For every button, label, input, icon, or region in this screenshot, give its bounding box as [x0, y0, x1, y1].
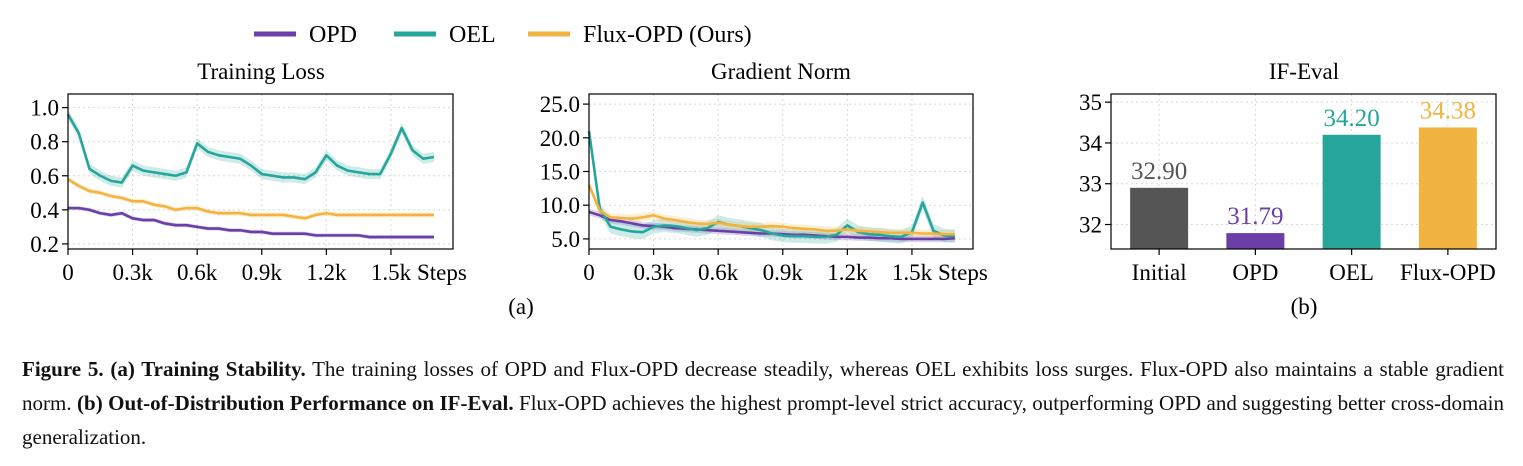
gradient-norm-x-tick-label: 1.2k: [827, 260, 868, 285]
if-eval-y-ticks: 32 33 34 35: [1079, 90, 1111, 238]
if-eval-bars: 32.90 31.79 34.20 34.38: [1130, 97, 1477, 249]
if-eval-x-tick-label-flux-opd: Flux-OPD: [1400, 260, 1496, 285]
if-eval-x-tick-label-opd: OPD: [1232, 260, 1278, 285]
gradient-norm-y-ticks: 5.0 10.0 15.0 20.0 25.0: [540, 92, 589, 252]
caption-figure-label: Figure 5.: [22, 357, 104, 381]
gradient-norm-band-flux-opd-ours: [589, 180, 955, 239]
training-loss-x-tick-label: 0.3k: [112, 260, 153, 285]
legend-label-oel: OEL: [449, 22, 496, 48]
gradient-norm-x-ticks: 0 0.3k 0.6k 0.9k 1.2k 1.5k Steps: [583, 249, 988, 285]
if-eval-x-tick-label-initial: Initial: [1132, 260, 1187, 285]
if-eval-y-tick-label: 35: [1079, 90, 1102, 115]
training-loss-x-tick-label: 0: [62, 260, 74, 285]
if-eval-bar-oel: [1322, 134, 1381, 249]
training-loss-y-tick-label: 0.8: [30, 130, 59, 155]
training-loss-band-oel: [68, 109, 434, 188]
gradient-norm-x-tick-label: 0.3k: [633, 260, 674, 285]
training-loss-x-axis-steps-label: Steps: [417, 260, 467, 285]
figure-caption: Figure 5. (a) Training Stability. The tr…: [22, 352, 1504, 454]
if-eval-bar-opd: [1226, 233, 1285, 249]
figure-canvas: OPD OEL Flux-OPD (Ours) Training Loss 0.…: [30, 22, 1497, 319]
gradient-norm-y-tick-label: 15.0: [540, 160, 580, 185]
gradient-norm-x-tick-label: 1.5k: [892, 260, 933, 285]
training-loss-lines: [66, 113, 435, 239]
if-eval-y-tick-label: 32: [1079, 213, 1102, 238]
panel-label-b: (b): [1291, 294, 1318, 319]
gradient-norm-y-tick-label: 10.0: [540, 193, 580, 218]
gradient-norm-lines: [587, 130, 956, 241]
if-eval-value-label-initial: 32.90: [1131, 158, 1187, 185]
training-loss-y-tick-label: 0.6: [30, 164, 59, 189]
training-loss-grid: [67, 94, 453, 249]
training-loss-y-tick-label: 0.2: [30, 232, 59, 257]
gradient-norm-y-tick-label: 5.0: [551, 227, 580, 252]
training-loss-title: Training Loss: [197, 59, 325, 84]
if-eval-title: IF-Eval: [1269, 59, 1339, 84]
training-loss-x-tick-label: 1.5k: [371, 260, 412, 285]
if-eval-value-label-opd: 31.79: [1227, 203, 1283, 230]
gradient-norm-y-tick-label: 25.0: [540, 92, 580, 117]
if-eval-y-tick-label: 33: [1079, 172, 1102, 197]
if-eval-frame: [1110, 93, 1497, 250]
training-loss-y-ticks: 0.2 0.4 0.6 0.8 1.0: [30, 96, 68, 257]
if-eval-chart: IF-Eval 32.90 31.79 34.20 34.38 32 33 34 35 In…: [1079, 59, 1497, 285]
gradient-norm-x-tick-label: 0.6k: [698, 260, 739, 285]
legend-label-opd: OPD: [309, 22, 357, 48]
training-loss-x-tick-label: 0.6k: [177, 260, 218, 285]
training-loss-y-tick-label: 1.0: [30, 96, 59, 121]
gradient-norm-x-tick-label: 0.9k: [763, 260, 804, 285]
training-loss-line-opd: [68, 206, 434, 239]
gradient-norm-x-axis-steps-label: Steps: [938, 260, 988, 285]
if-eval-x-ticks: Initial OPD OEL Flux-OPD: [1132, 249, 1496, 285]
training-loss-y-tick-label: 0.4: [30, 198, 59, 223]
gradient-norm-title: Gradient Norm: [711, 59, 851, 84]
training-loss-x-tick-label: 1.2k: [306, 260, 347, 285]
training-loss-frame: [67, 93, 454, 250]
training-loss-line-flux-opd-ours: [67, 178, 434, 220]
training-loss-x-tick-label: 0.9k: [242, 260, 283, 285]
training-loss-band-flux-opd-ours: [68, 176, 434, 221]
training-loss-band-opd: [68, 206, 434, 240]
if-eval-value-label-oel: 34.20: [1324, 105, 1380, 132]
if-eval-value-label-flux-opd: 34.38: [1420, 97, 1476, 124]
legend: OPD OEL Flux-OPD (Ours): [254, 22, 752, 48]
caption-part-b-text: Flux-OPD achieves the highest prompt-lev…: [22, 391, 1505, 449]
training-loss-x-ticks: 0 0.3k 0.6k 0.9k 1.2k 1.5k Steps: [62, 249, 467, 285]
gradient-norm-chart: Gradient Norm 5.010.015.020.025.0 0 0.3k 0…: [540, 59, 988, 285]
gradient-norm-y-tick-label: 20.0: [540, 126, 580, 151]
panel-label-a: (a): [508, 294, 534, 319]
caption-part-b-label: (b) Out-of-Distribution Performance on I…: [77, 391, 514, 415]
if-eval-y-tick-label: 34: [1079, 131, 1103, 156]
caption-part-a-text: The training losses of OPD and Flux-OPD …: [22, 357, 1505, 415]
if-eval-x-tick-label-oel: OEL: [1329, 260, 1374, 285]
gradient-norm-line-oel: [587, 130, 956, 239]
training-loss-chart: Training Loss 0.20.40.60.81.0 0 0.3k 0.6k 0…: [30, 59, 467, 285]
gradient-norm-line-flux-opd-ours: [587, 184, 955, 236]
gradient-norm-band-oel: [589, 124, 955, 244]
if-eval-bar-flux-opd: [1418, 127, 1477, 249]
legend-label-flux-opd: Flux-OPD (Ours): [583, 22, 752, 48]
gradient-norm-x-tick-label: 0: [583, 260, 595, 285]
if-eval-bar-initial: [1130, 187, 1189, 249]
training-loss-line-oel: [66, 113, 435, 184]
caption-part-a-label: (a) Training Stability.: [110, 357, 306, 381]
